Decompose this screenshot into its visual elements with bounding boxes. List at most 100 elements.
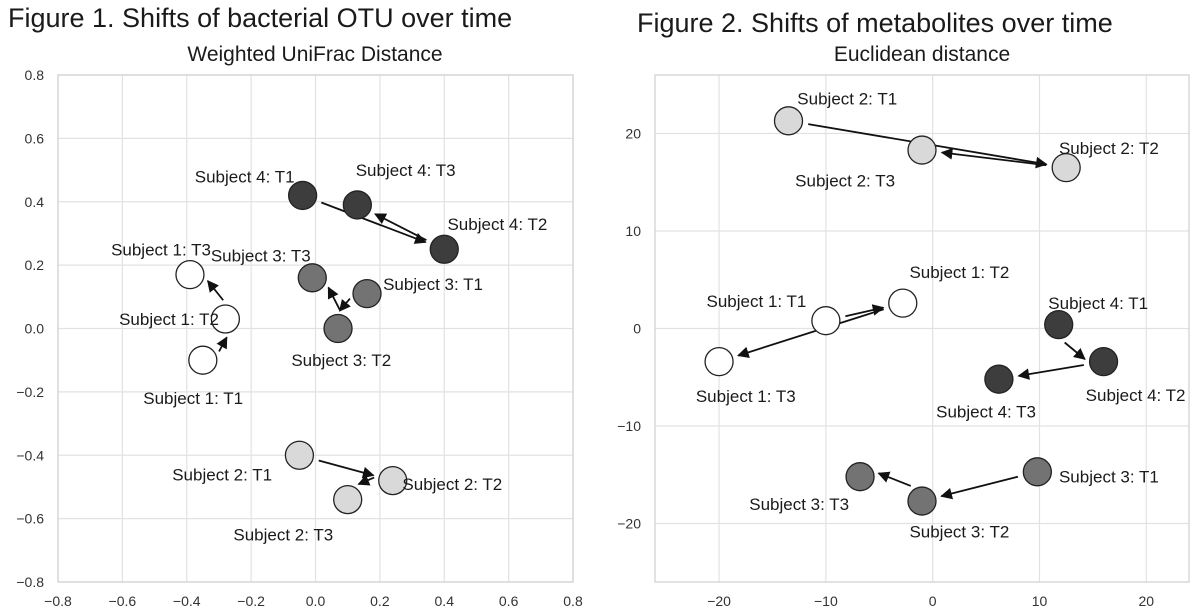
trajectory-arrow <box>737 308 884 358</box>
y-tick-label: 0.2 <box>25 257 45 273</box>
trajectory-arrow <box>940 475 1019 500</box>
point-label: Subject 4: T1 <box>1048 294 1148 313</box>
trajectory-arrow <box>877 471 912 487</box>
trajectory-arrow <box>318 459 375 479</box>
point-label: Subject 1: T1 <box>143 389 243 408</box>
y-tick-label: −20 <box>617 516 641 532</box>
point-label: Subject 1: T3 <box>111 240 211 259</box>
point-label: Subject 3: T3 <box>749 495 849 514</box>
point-label: Subject 4: T3 <box>936 402 1036 421</box>
data-point <box>1051 152 1081 183</box>
y-tick-label: −0.2 <box>16 384 44 400</box>
y-tick-label: 0.0 <box>25 321 45 337</box>
x-tick-label: 0.0 <box>306 593 326 609</box>
x-tick-label: 0.6 <box>499 593 519 609</box>
point-label: Subject 1: T1 <box>707 292 807 311</box>
point-label: Subject 4: T2 <box>447 215 547 234</box>
data-point <box>287 180 318 211</box>
data-point <box>1044 309 1074 340</box>
trajectory-arrow <box>845 304 885 318</box>
plot-frame <box>57 74 574 583</box>
x-tick-label: −0.6 <box>109 593 137 609</box>
data-point <box>888 288 918 318</box>
point-label: Subject 2: T1 <box>797 89 897 108</box>
x-tick-label: −20 <box>707 593 731 609</box>
point-label: Subject 2: T3 <box>795 171 895 190</box>
data-point <box>284 440 315 470</box>
point-label: Subject 1: T2 <box>119 310 219 329</box>
point-label: Subject 4: T3 <box>356 161 456 180</box>
data-point <box>210 304 241 334</box>
figure-2-plot: −20 −10 0 10 20 20 10 0 −10 −20 Subject 1: T1 Subje… <box>617 74 1190 609</box>
x-tick-label: 0.8 <box>563 593 583 609</box>
x-tick-label: 0.2 <box>370 593 390 609</box>
trajectory-arrow <box>357 474 375 486</box>
data-point <box>333 484 363 515</box>
trajectory-arrow <box>216 336 228 352</box>
x-tick-label: 0.4 <box>435 593 455 609</box>
point-label: Subject 4: T1 <box>195 167 295 186</box>
figure-1-subtitle: Weighted UniFrac Distance <box>187 43 443 66</box>
point-label: Subject 3: T2 <box>909 522 1009 541</box>
trajectory-arrow <box>338 297 351 312</box>
figure-1-title: Figure 1. Shifts of bacterial OTU over t… <box>8 3 513 33</box>
figure-2-subtitle: Euclidean distance <box>833 43 1011 66</box>
data-point <box>342 190 372 220</box>
trajectory-arrow <box>940 147 1047 167</box>
data-point <box>175 259 205 290</box>
y-tick-label: 10 <box>625 223 641 239</box>
x-tick-label: 0 <box>929 593 937 609</box>
x-tick-label: 20 <box>1138 593 1154 609</box>
point-label: Subject 2: T1 <box>172 465 272 484</box>
point-label: Subject 3: T3 <box>211 247 311 266</box>
x-tick-label: −0.8 <box>44 593 72 609</box>
point-label: Subject 3: T2 <box>291 351 391 370</box>
point-label: Subject 4: T2 <box>1086 386 1186 405</box>
data-point <box>1022 457 1052 487</box>
trajectory-arrow <box>327 286 341 311</box>
trajectory-arrow <box>374 213 427 241</box>
data-point <box>811 306 841 336</box>
point-label: Subject 2: T2 <box>1059 139 1159 158</box>
point-label: Subject 2: T2 <box>402 475 502 494</box>
y-tick-label: 20 <box>625 126 641 142</box>
data-point <box>378 465 408 496</box>
x-tick-label: −0.2 <box>237 593 265 609</box>
point-label: Subject 1: T3 <box>696 387 796 406</box>
trajectory-arrow <box>320 201 427 244</box>
trajectory-arrow <box>1064 341 1086 360</box>
x-tick-label: 10 <box>1032 593 1048 609</box>
point-label: Subject 1: T2 <box>909 263 1009 282</box>
y-tick-label: 0 <box>633 321 641 337</box>
data-point <box>429 234 459 264</box>
data-point <box>1088 346 1119 377</box>
data-point <box>907 135 937 165</box>
data-point <box>907 486 937 516</box>
data-point <box>704 346 734 377</box>
figure-2-title: Figure 2. Shifts of metabolites over tim… <box>637 8 1113 38</box>
trajectory-arrow <box>1017 364 1084 380</box>
point-label: Subject 2: T3 <box>233 525 333 544</box>
y-tick-label: −10 <box>617 418 641 434</box>
data-point <box>188 345 218 375</box>
data-point <box>845 462 875 492</box>
point-label: Subject 3: T1 <box>383 275 483 294</box>
data-point <box>984 364 1014 394</box>
data-point <box>773 106 804 136</box>
point-label: Subject 3: T1 <box>1059 468 1159 487</box>
y-tick-label: −0.6 <box>16 511 44 527</box>
y-tick-label: 0.8 <box>25 67 45 83</box>
trajectory-arrow <box>207 279 224 301</box>
x-tick-label: −0.4 <box>173 593 201 609</box>
y-tick-label: −0.8 <box>16 574 44 590</box>
data-point <box>297 263 327 293</box>
figure-1-plot: −0.8 −0.6 −0.4 −0.2 0.0 0.2 0.4 0.6 0.8 0.8 0.6 0.4… <box>16 67 583 609</box>
y-tick-label: −0.4 <box>16 447 44 463</box>
y-tick-label: 0.6 <box>25 130 45 146</box>
data-point <box>323 313 353 344</box>
plot-frame <box>654 74 1190 583</box>
data-point <box>352 278 382 309</box>
x-tick-label: −10 <box>814 593 838 609</box>
y-tick-label: 0.4 <box>25 194 45 210</box>
